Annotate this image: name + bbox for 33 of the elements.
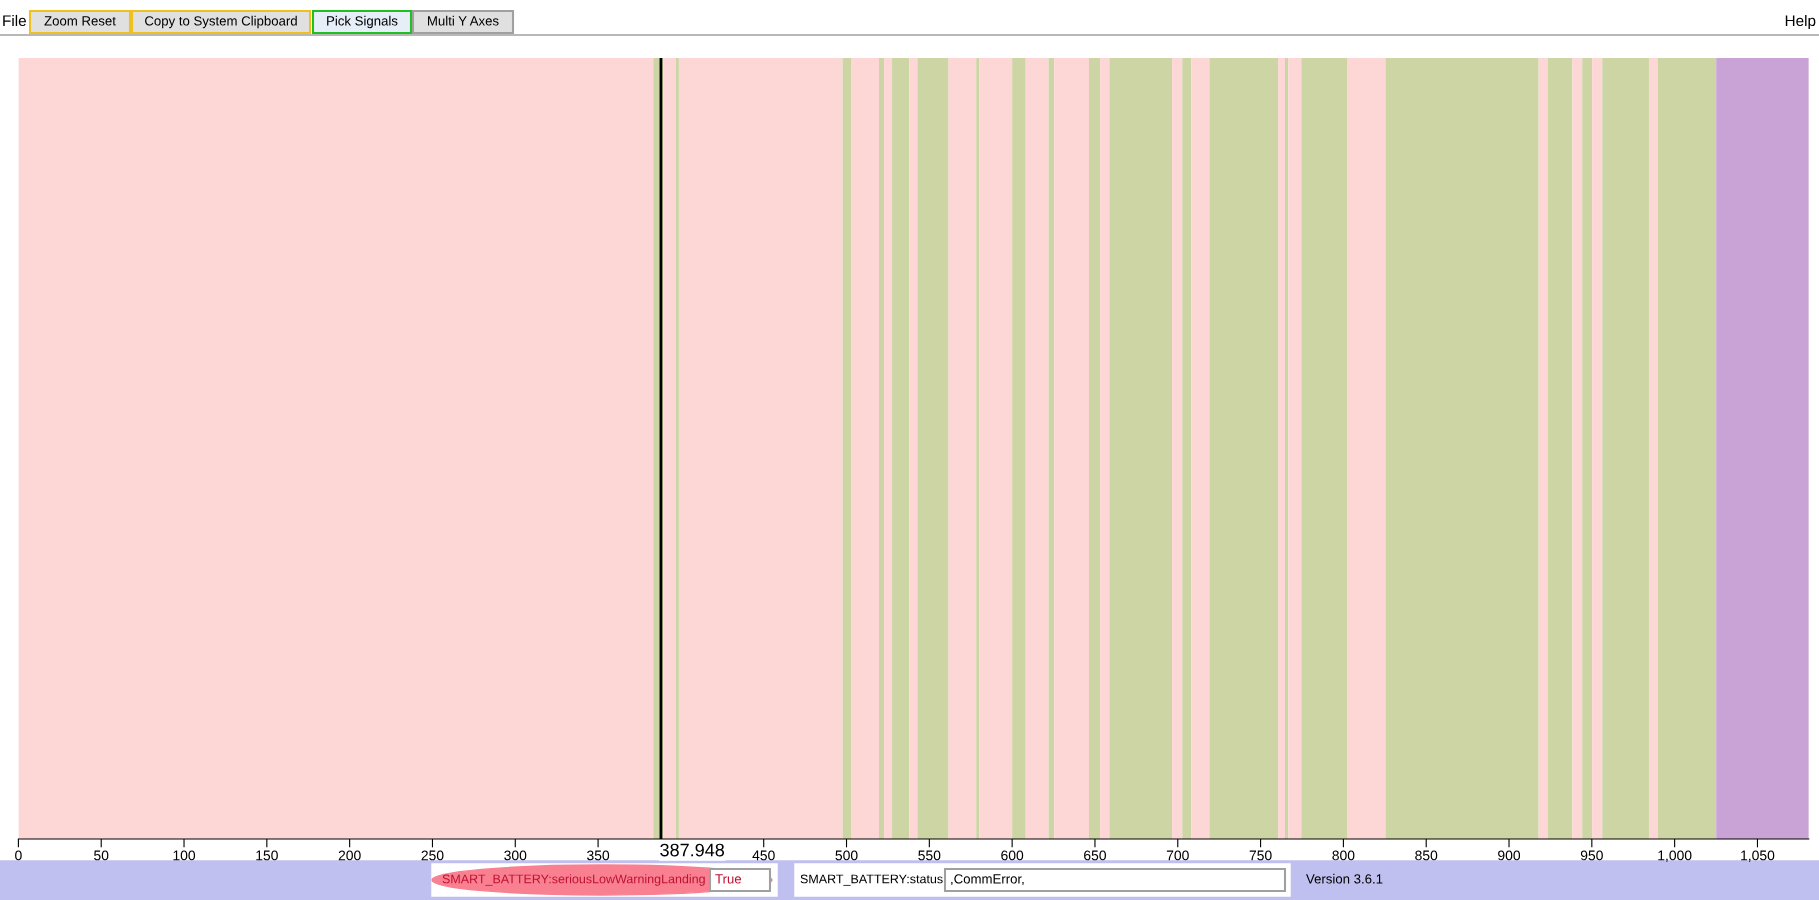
text: SMART_BATTERY:status: [800, 874, 943, 886]
text: True: [715, 874, 742, 884]
x-tick-label: 750: [1249, 850, 1272, 861]
x-tick-label: 900: [1498, 850, 1521, 861]
x-tick-label: 350: [587, 850, 610, 861]
x-tick-label: 500: [835, 850, 858, 861]
x-tick-label: 550: [918, 850, 941, 861]
x-tick-label: 1,050: [1741, 850, 1775, 862]
text: SMART_BATTERY:seriousLowWarningLanding: [442, 874, 705, 886]
ref-line-label: 387.948: [660, 843, 725, 857]
x-tick-label: 700: [1166, 850, 1189, 861]
text: Version 3.6.1: [1306, 873, 1383, 884]
x-tick-label: 0: [15, 850, 22, 861]
x-tick-label: 1,000: [1658, 850, 1692, 862]
text: Help: [1785, 14, 1816, 30]
x-tick-label: 250: [421, 850, 444, 861]
x-tick-label: 200: [338, 850, 361, 861]
text: Zoom Reset: [44, 16, 116, 26]
text: File: [3, 14, 26, 27]
x-tick-label: 300: [504, 850, 527, 861]
x-tick-label: 950: [1580, 850, 1603, 861]
x-tick-label: 450: [752, 850, 775, 861]
text: Pick Signals: [327, 15, 398, 29]
x-tick-label: 150: [256, 850, 278, 861]
x-tick-label: 650: [1084, 850, 1106, 861]
text: ,CommError,: [951, 874, 1024, 886]
text: Copy to System Clipboard: [145, 15, 297, 29]
x-tick-label: 600: [1001, 850, 1024, 861]
x-tick-label: 50: [94, 850, 109, 861]
x-tick-label: 800: [1332, 850, 1355, 861]
x-tick-label: 100: [173, 850, 196, 861]
x-tick-label: 850: [1415, 850, 1438, 861]
text: Multi Y Axes: [428, 15, 499, 26]
